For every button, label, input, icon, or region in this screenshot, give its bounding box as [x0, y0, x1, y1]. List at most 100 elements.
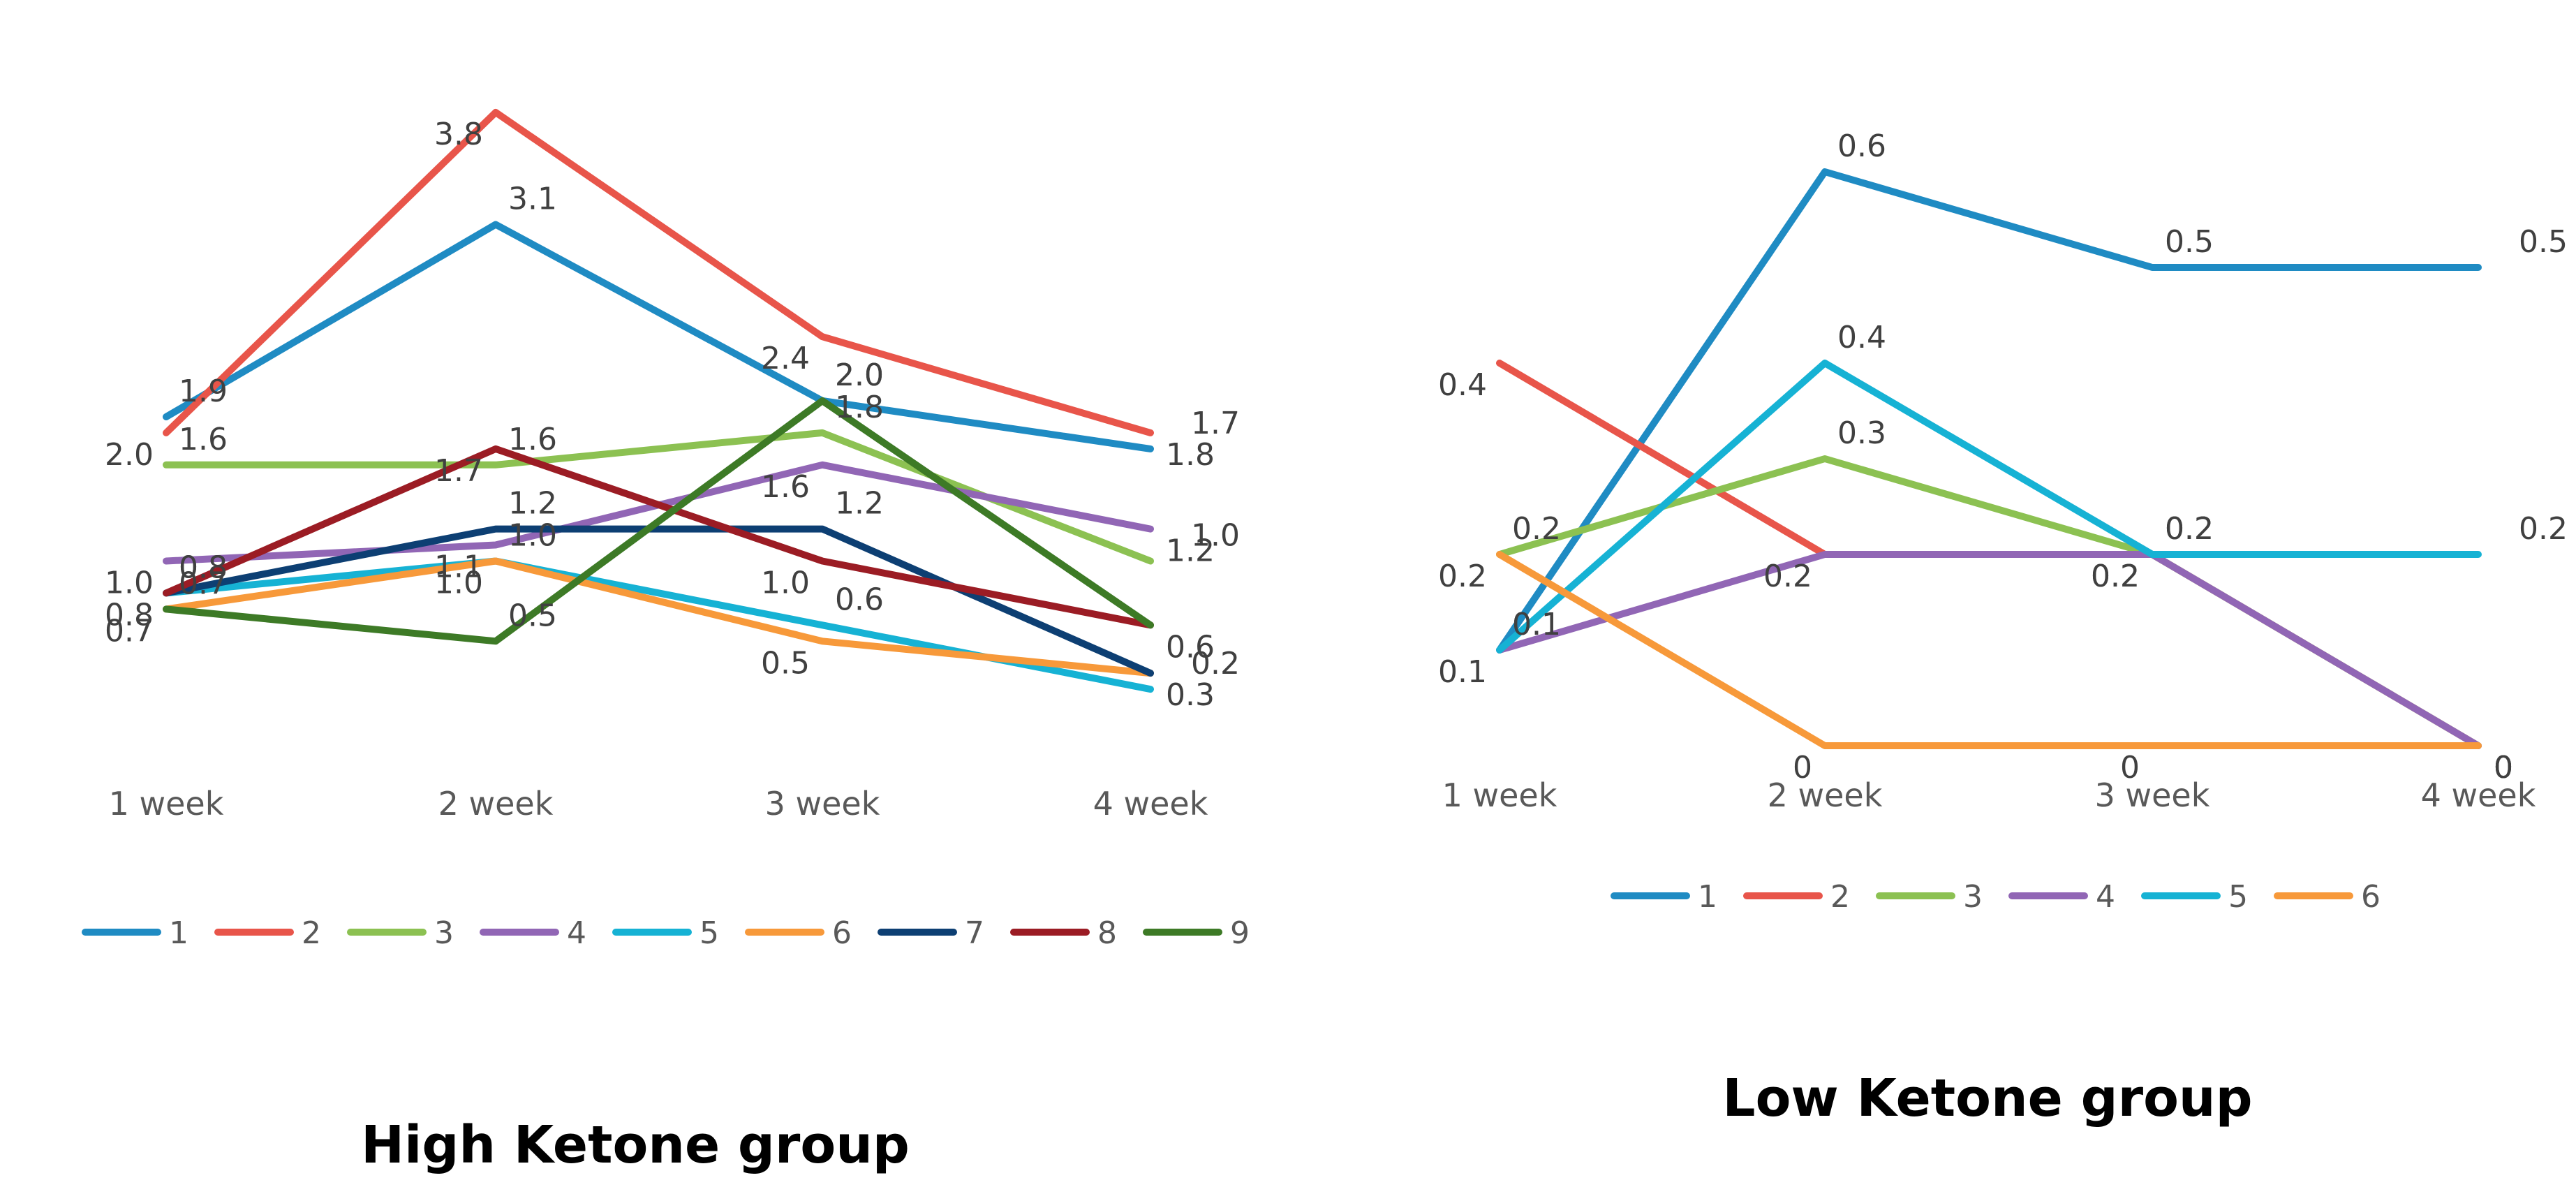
low-series-6-data-label: 0	[2494, 750, 2513, 786]
high-series-4-data-label: 1.0	[105, 566, 154, 601]
high-legend-label-1: 1	[169, 915, 188, 951]
low-series-6-data-label: 0	[2120, 750, 2140, 786]
high-legend-label-9: 9	[1230, 915, 1250, 951]
low-data-labels: 0.1 0.6 0.5 0.5 0.4 0.2 0.2 0 0.2 0.3 0.2 0.1 0.2 0 0.…	[1438, 128, 2568, 786]
low-series-4-data-label: 0.2	[2091, 559, 2140, 594]
high-data-labels: 1.93.12.01.72.03.82.41.81.6 1.61.81.01.0 1…	[105, 117, 1240, 713]
low-series-6-line	[1496, 551, 2482, 749]
high-series-5-data-label: 0.8	[179, 550, 228, 585]
high-series-2-data-label: 3.8	[434, 117, 483, 152]
low-series-5-data-label: 0.2	[2165, 511, 2214, 547]
low-series-3-data-label: 0.2	[2165, 511, 2214, 547]
low-series-2-data-label: 0.2	[1763, 559, 1812, 594]
low-legend-label-3: 3	[1963, 879, 1983, 915]
high-legend-label-4: 4	[567, 915, 586, 951]
high-legend: 1 2 3 4 5 6 7 8 9	[82, 915, 1250, 951]
high-legend-label-5: 5	[699, 915, 719, 951]
high-series-5-data-label: 0.2	[1191, 646, 1240, 681]
low-series-2-data-label: 0.4	[1438, 367, 1487, 403]
high-series-4-line	[163, 461, 1154, 565]
high-ketone-chart: 1 week 2 week 3 week 4 week 1.9 3.1 2.0 1.7 2.0 3…	[82, 108, 1250, 1175]
low-xtick-label: 2 week	[1768, 776, 1883, 814]
high-xtick-label: 1 week	[109, 785, 224, 823]
low-series-4-data-label: 0	[2494, 750, 2513, 786]
high-series-8-data-label: 1.0	[761, 566, 810, 601]
high-series-9-data-label: 0.7	[179, 566, 228, 601]
high-series-9-data-label: 0.5	[508, 598, 557, 633]
low-series-2-data-label: 0.2	[2091, 559, 2140, 594]
low-series-1-data-label: 0.5	[2165, 224, 2214, 260]
low-series-4-data-label: 0.1	[1438, 654, 1487, 690]
low-series-5-line	[1496, 360, 2482, 654]
high-legend-label-2: 2	[302, 915, 321, 951]
high-series-1-data-label: 1.7	[1191, 406, 1240, 441]
low-series-5-data-label: 0.4	[1837, 320, 1886, 355]
high-series-3-data-label: 1.0	[1191, 518, 1240, 554]
low-legend-label-4: 4	[2096, 879, 2115, 915]
high-series-3-data-label: 1.6	[508, 422, 557, 457]
high-series-2-line	[163, 108, 1154, 436]
high-series-6-data-label: 0.3	[1166, 677, 1215, 713]
low-series-lines	[1496, 168, 2482, 749]
high-legend-label-8: 8	[1097, 915, 1117, 951]
low-series-5-data-label: 0.2	[2519, 511, 2568, 547]
high-series-7-data-label: 1.2	[508, 486, 557, 522]
high-legend-label-6: 6	[832, 915, 852, 951]
high-xtick-label: 4 week	[1093, 785, 1208, 823]
low-series-4-line	[1496, 551, 2482, 749]
high-series-7-data-label: 0.8	[179, 550, 228, 585]
high-series-3-data-label: 1.8	[835, 390, 884, 425]
low-xtick-label: 1 week	[1442, 776, 1557, 814]
high-series-1-data-label: 1.9	[179, 374, 228, 409]
high-series-8-data-label: 0.8	[105, 597, 154, 633]
high-xtick-label: 3 week	[765, 785, 880, 823]
high-series-6-data-label: 1.0	[434, 566, 483, 601]
high-series-2-data-label: 2.0	[105, 437, 154, 473]
high-series-9-line	[163, 397, 1154, 645]
high-xtick-label: 2 week	[438, 785, 554, 823]
high-series-7-line	[163, 525, 1154, 677]
high-series-4-data-label: 1.2	[1166, 533, 1215, 569]
high-series-lines	[163, 108, 1154, 693]
low-series-1-line	[1496, 168, 2482, 654]
high-series-6-data-label: 0.7	[105, 613, 154, 649]
low-series-2-data-label: 0	[2494, 750, 2513, 786]
low-legend-label-1: 1	[1698, 879, 1717, 915]
low-series-1-data-label: 0.6	[1837, 128, 1886, 164]
high-series-1-data-label: 2.0	[835, 357, 884, 393]
low-series-3-line	[1496, 455, 2482, 749]
high-series-2-data-label: 1.8	[1166, 437, 1215, 473]
high-series-1-line	[163, 221, 1154, 452]
high-series-5-data-label: 1.0	[508, 518, 557, 554]
low-legend-label-6: 6	[2361, 879, 2381, 915]
high-series-6-data-label: 0.5	[761, 645, 810, 681]
low-series-6-data-label: 0	[1793, 750, 1812, 786]
low-chart-title: Low Ketone group	[1722, 1068, 2252, 1128]
high-legend-label-3: 3	[434, 915, 454, 951]
high-chart-title: High Ketone group	[361, 1115, 910, 1175]
high-series-1-data-label: 3.1	[508, 182, 557, 217]
high-series-6-line	[163, 557, 1154, 677]
low-series-3-data-label: 0.2	[1512, 511, 1561, 547]
high-series-7-data-label: 1.2	[835, 486, 884, 522]
low-series-3-data-label: 0.3	[1837, 415, 1886, 451]
high-legend-label-7: 7	[965, 915, 984, 951]
low-legend: 1 2 3 4 5 6	[1611, 879, 2381, 915]
high-series-4-data-label: 1.1	[434, 550, 483, 585]
low-series-6-data-label: 0.2	[1438, 559, 1487, 594]
high-series-8-data-label: 1.7	[434, 453, 483, 489]
high-series-2-data-label: 2.4	[761, 341, 810, 376]
low-series-5-data-label: 0.1	[1512, 607, 1561, 642]
low-series-1-data-label: 0.1	[1512, 607, 1561, 642]
high-series-9-data-label: 2.0	[835, 357, 884, 393]
low-legend-label-5: 5	[2228, 879, 2248, 915]
high-series-8-data-label: 0.6	[1166, 629, 1215, 665]
low-xtick-label: 3 week	[2095, 776, 2210, 814]
low-legend-label-2: 2	[1830, 879, 1850, 915]
high-series-3-data-label: 1.6	[179, 422, 228, 457]
high-series-8-line	[163, 445, 1154, 629]
low-series-1-data-label: 0.5	[2519, 224, 2568, 260]
high-series-5-data-label: 0.6	[835, 582, 884, 617]
